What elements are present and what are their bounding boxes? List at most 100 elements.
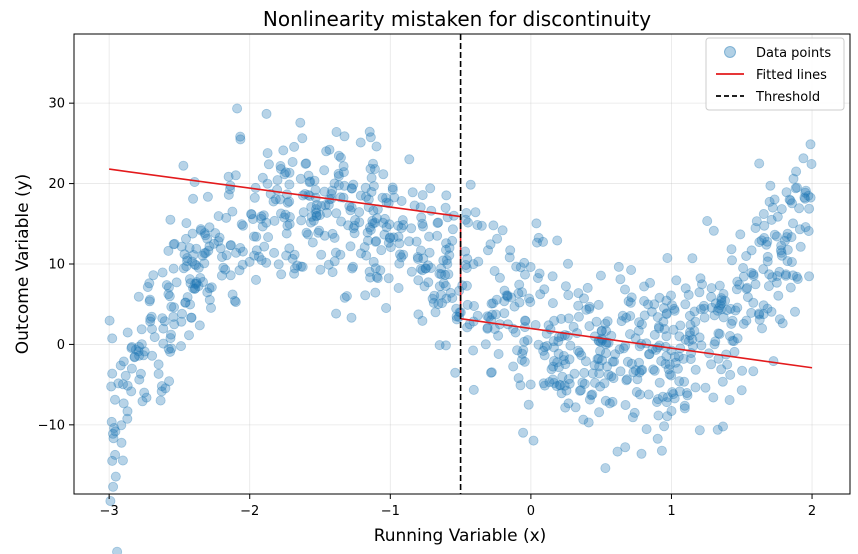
data-point [545, 324, 556, 335]
data-point [145, 313, 156, 324]
data-point [165, 214, 176, 225]
data-point [556, 331, 567, 342]
data-point [502, 290, 513, 301]
data-point [305, 217, 316, 228]
data-point [654, 377, 665, 388]
data-point [118, 398, 129, 409]
data-point [166, 301, 177, 312]
data-point [524, 293, 535, 304]
data-point [683, 289, 694, 300]
data-point [579, 293, 590, 304]
data-point [289, 249, 300, 260]
data-point [187, 228, 198, 239]
data-point [596, 326, 607, 337]
data-point [563, 313, 574, 324]
data-point [406, 266, 417, 277]
data-point [214, 232, 225, 243]
data-point [487, 309, 498, 320]
data-point [220, 264, 231, 275]
data-point [626, 264, 637, 275]
data-point [146, 311, 157, 322]
data-point [674, 386, 685, 397]
data-point [454, 307, 465, 318]
data-point [347, 261, 358, 272]
data-point [558, 350, 569, 361]
data-point [546, 364, 557, 375]
y-tick-label: 0 [57, 338, 65, 353]
data-point [424, 247, 435, 258]
data-point [716, 295, 727, 306]
data-point [534, 268, 545, 279]
data-point [319, 186, 330, 197]
data-point [734, 279, 745, 290]
x-tick-label: 2 [808, 504, 816, 519]
data-point [417, 315, 428, 326]
data-point [441, 238, 452, 249]
data-point [727, 315, 738, 326]
data-point [804, 271, 815, 282]
data-point [311, 211, 322, 222]
data-point [594, 407, 605, 418]
data-point [683, 336, 694, 347]
data-point [371, 236, 382, 247]
data-point [246, 209, 257, 220]
data-point [135, 368, 146, 379]
data-point [718, 312, 729, 323]
data-point [118, 356, 129, 367]
data-point [396, 252, 407, 263]
data-point [656, 445, 667, 456]
data-point [169, 319, 180, 330]
data-point [565, 340, 576, 351]
data-point [193, 262, 204, 273]
data-point [246, 208, 257, 219]
data-point [447, 224, 458, 235]
data-point [791, 271, 802, 282]
data-point [629, 407, 640, 418]
data-point [248, 231, 259, 242]
data-point [584, 301, 595, 312]
data-point [272, 175, 283, 186]
data-point [426, 205, 437, 216]
data-point [393, 282, 404, 293]
data-point [539, 284, 550, 295]
data-point [697, 279, 708, 290]
data-point [769, 194, 780, 205]
data-point [788, 218, 799, 229]
data-point [664, 359, 675, 370]
data-point [623, 296, 634, 307]
data-point [721, 305, 732, 316]
data-point [185, 299, 196, 310]
data-point [653, 410, 664, 421]
data-point [767, 272, 778, 283]
data-point [182, 255, 193, 266]
data-point [737, 365, 748, 376]
data-point [138, 350, 149, 361]
data-point [716, 298, 727, 309]
data-point [415, 263, 426, 274]
data-point [574, 385, 585, 396]
data-point [514, 279, 525, 290]
data-point [441, 190, 452, 201]
data-point [159, 316, 170, 327]
data-point [165, 346, 176, 357]
data-point [165, 333, 176, 344]
legend-label-threshold: Threshold [755, 90, 820, 105]
data-point [482, 323, 493, 334]
data-point [725, 330, 736, 341]
x-tick-label: 0 [527, 504, 535, 519]
data-point [163, 282, 174, 293]
data-point [398, 219, 409, 230]
data-point [116, 420, 127, 431]
data-point [438, 255, 449, 266]
data-point [394, 258, 405, 269]
data-point [188, 193, 199, 204]
data-point [184, 274, 195, 285]
data-point [157, 313, 168, 324]
data-point [666, 290, 677, 301]
data-point [685, 319, 696, 330]
data-point [461, 207, 472, 218]
data-point [493, 330, 504, 341]
data-point [445, 287, 456, 298]
data-point [259, 241, 270, 252]
data-point [417, 218, 428, 229]
